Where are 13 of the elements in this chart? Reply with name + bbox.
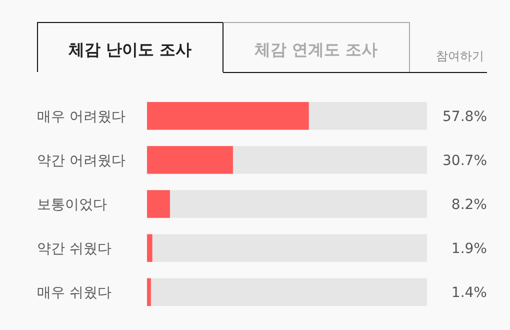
y-tick-label: 매우 어려웠다 xyxy=(37,108,126,125)
y-tick-label: 매우 쉬웠다 xyxy=(37,285,112,302)
y-tick-label: 약간 어려웠다 xyxy=(37,152,126,169)
data-label: 8.2% xyxy=(451,196,487,213)
data-label: 30.7% xyxy=(442,152,487,169)
data-label: 57.8% xyxy=(442,108,487,125)
data-label: 1.9% xyxy=(451,240,487,257)
data-label: 1.4% xyxy=(451,285,487,302)
text: 체감 연계도 조사 xyxy=(253,40,378,59)
y-tick-label: 보통이었다 xyxy=(37,196,107,213)
chart-title: 체감 난이도 조사 xyxy=(67,40,192,59)
y-tick-label: 약간 쉬웠다 xyxy=(37,240,112,257)
text: 참여하기 xyxy=(436,49,484,63)
